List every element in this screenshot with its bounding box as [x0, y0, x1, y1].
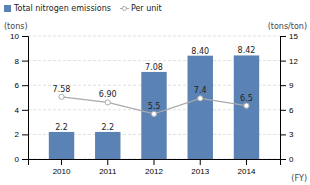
- y2-axis-title: (tons/ton): [268, 22, 307, 31]
- data-label: 7.58: [53, 85, 71, 94]
- tick: 2012: [145, 159, 163, 176]
- tick-mark: [280, 159, 286, 160]
- axis-line: [29, 160, 281, 166]
- tick: 8: [15, 57, 28, 66]
- bar: [234, 55, 259, 159]
- tick: 6: [15, 81, 28, 90]
- y-axis-title: (tons): [4, 22, 28, 31]
- legend-label: Total nitrogen emissions: [13, 4, 111, 13]
- tick-label: 9: [289, 81, 294, 90]
- tick-mark: [280, 36, 286, 37]
- data-label: 8.42: [238, 46, 256, 55]
- tick-mark: [246, 159, 247, 165]
- tick-label: 3: [289, 130, 294, 139]
- tick: 12: [280, 57, 298, 66]
- tick: 2014: [238, 159, 256, 176]
- tick: 4: [15, 106, 28, 115]
- marker: [198, 96, 203, 101]
- axis-line: [22, 37, 29, 160]
- grid: [28, 36, 280, 159]
- tick: 3: [280, 130, 294, 139]
- grid-line: [28, 36, 280, 37]
- legend-marker: [122, 7, 126, 11]
- chart: 201020112012201320140246810036912152.22.…: [0, 0, 310, 185]
- tick-label: 2014: [238, 167, 256, 176]
- tick-label: 2: [15, 130, 20, 139]
- tick-label: 6: [289, 106, 294, 115]
- bars: [49, 55, 259, 159]
- tick: 9: [280, 81, 294, 90]
- tick-label: 12: [289, 57, 298, 66]
- data-label: 8.40: [191, 47, 209, 56]
- marker: [59, 94, 64, 99]
- tick-label: 2011: [99, 167, 117, 176]
- tick-label: 10: [10, 32, 19, 41]
- tick-label: 0: [15, 155, 20, 164]
- axis-line: [281, 37, 287, 160]
- tick-label: 4: [15, 106, 20, 115]
- tick-label: 15: [289, 32, 298, 41]
- tick: 0: [280, 155, 294, 164]
- data-label: 6.90: [99, 90, 117, 99]
- tick: 0: [15, 155, 28, 164]
- markers: [59, 94, 249, 116]
- tick-label: 6: [15, 81, 20, 90]
- legend-label: Per unit: [131, 4, 162, 13]
- tick-mark: [107, 159, 108, 165]
- data-label: 7.4: [194, 86, 207, 95]
- marker: [151, 111, 156, 116]
- legend-swatch: [4, 5, 11, 12]
- data-labels: 2.2 2.2 7.08 8.40 8.42 7.58 6.90 5.5 7.4 6.5: [53, 46, 256, 132]
- marker: [105, 100, 110, 105]
- legend: Total nitrogen emissions Per unit: [4, 4, 162, 13]
- plot: 201020112012201320140246810036912152.22.…: [10, 32, 298, 176]
- tick: 2010: [53, 159, 71, 176]
- tick-label: 0: [289, 155, 294, 164]
- tick-mark: [280, 134, 286, 135]
- tick-mark: [22, 61, 28, 62]
- tick-mark: [200, 159, 201, 165]
- tick-label: 2013: [191, 167, 209, 176]
- data-label: 2.2: [55, 123, 68, 132]
- marks: [49, 55, 259, 159]
- tick-mark: [22, 85, 28, 86]
- tick-label: 2010: [53, 167, 71, 176]
- tick-mark: [22, 159, 28, 160]
- bar: [95, 132, 120, 159]
- bar: [49, 132, 74, 159]
- y2-axis: 0 3 6 9 12 15: [280, 32, 298, 164]
- tick: 10: [10, 32, 28, 41]
- tick-mark: [22, 134, 28, 135]
- tick-mark: [280, 110, 286, 111]
- tick: 2013: [191, 159, 209, 176]
- tick-mark: [280, 61, 286, 62]
- tick-mark: [280, 85, 286, 86]
- legend-item: Total nitrogen emissions: [4, 4, 111, 13]
- y-axis: 0 2 4 6 8 10: [10, 32, 28, 164]
- tick: 6: [280, 106, 294, 115]
- legend-item: Per unit: [120, 4, 162, 13]
- tick: 2011: [99, 159, 117, 176]
- tick: 15: [280, 32, 298, 41]
- tick: 2: [15, 130, 28, 139]
- tick-label: 2012: [145, 167, 163, 176]
- data-label: 5.5: [148, 102, 161, 111]
- x-axis: 2010 2011 2012 2013 2014: [29, 159, 281, 176]
- tick-mark: [22, 36, 28, 37]
- marker: [244, 103, 249, 108]
- tick-mark: [61, 159, 62, 165]
- x-axis-title: (FY): [291, 174, 307, 183]
- tick-mark: [22, 110, 28, 111]
- data-label: 7.08: [145, 63, 163, 72]
- tick-label: 8: [15, 57, 20, 66]
- data-label: 6.5: [240, 94, 253, 103]
- bar: [141, 72, 166, 159]
- tick-mark: [154, 159, 155, 165]
- data-label: 2.2: [101, 123, 114, 132]
- bar: [188, 56, 213, 159]
